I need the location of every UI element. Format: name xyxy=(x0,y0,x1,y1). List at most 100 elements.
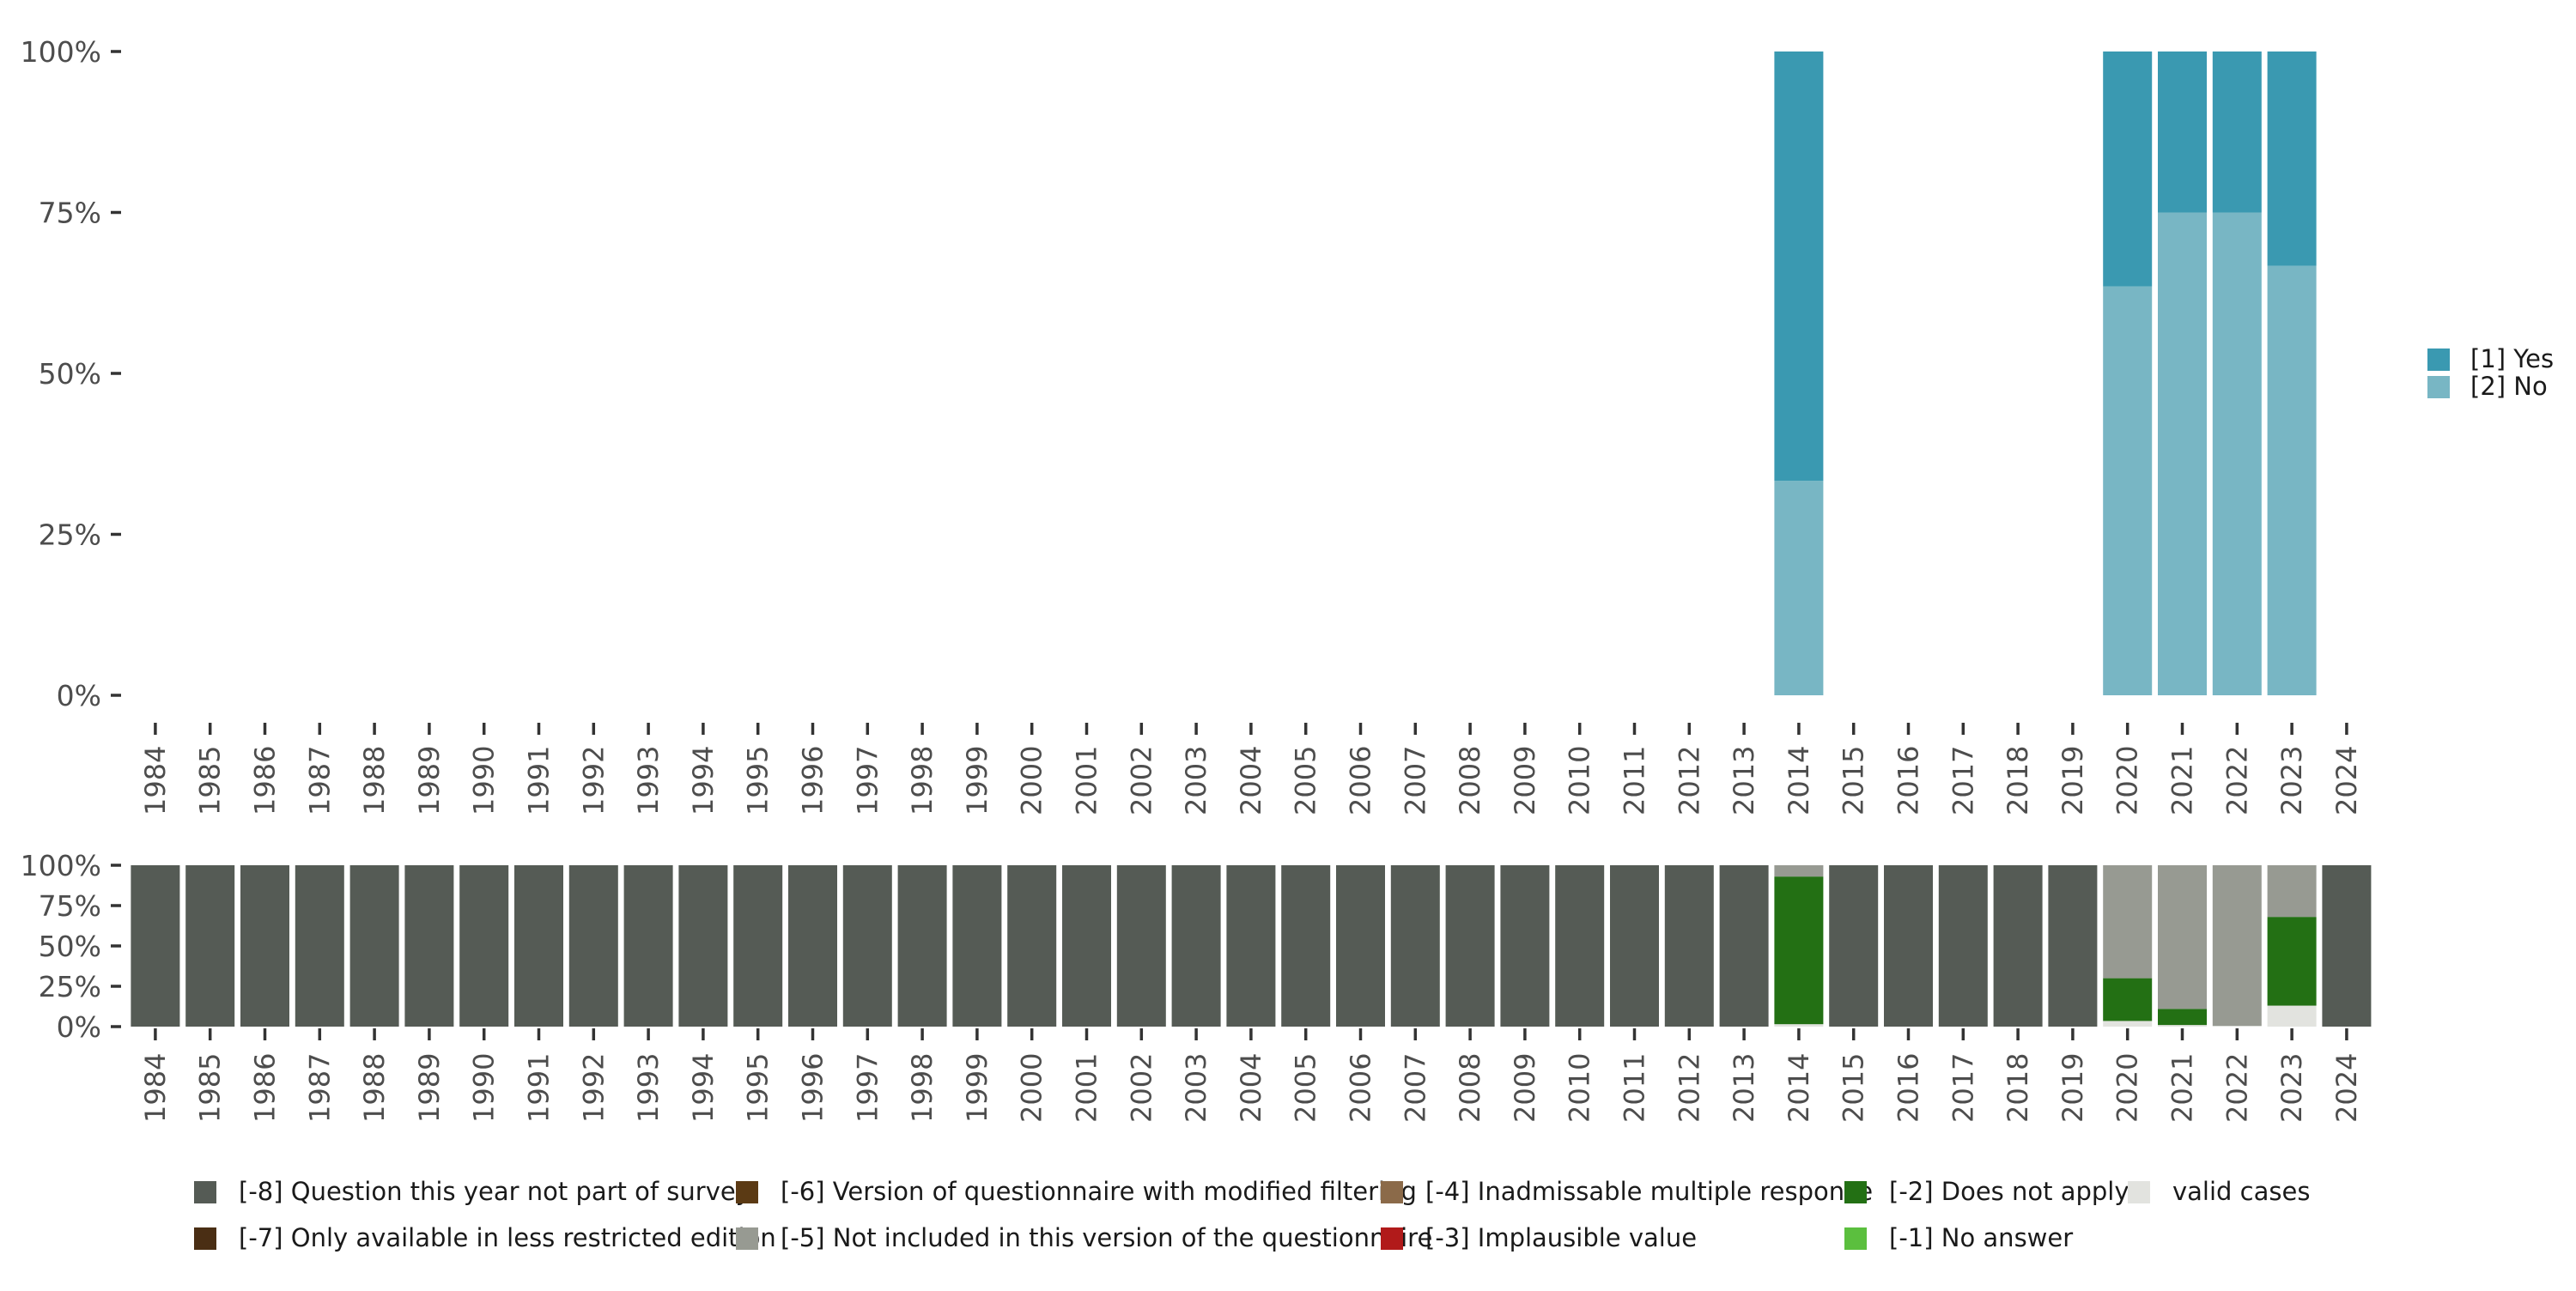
bar-top-2020-2-no xyxy=(2103,286,2153,695)
bar-bottom-2004-8-question-this-year-not-part-of-survey xyxy=(1226,865,1276,1027)
x-tick-label: 1992 xyxy=(577,1053,610,1123)
x-tick-label: 1989 xyxy=(413,746,446,815)
x-tick-label: 2005 xyxy=(1290,746,1322,815)
bar-bottom-1996-8-question-this-year-not-part-of-survey xyxy=(788,865,837,1027)
bar-top-2014-1-yes xyxy=(1774,52,1824,482)
x-tick-label: 2016 xyxy=(1893,1053,1925,1123)
bar-bottom-1998-8-question-this-year-not-part-of-survey xyxy=(897,865,947,1027)
bar-bottom-2021-2-does-not-apply xyxy=(2158,1009,2207,1026)
bar-bottom-2014-5-not-included-in-this-version-of-the-questionnaire xyxy=(1774,865,1824,877)
bar-bottom-2021-valid-cases xyxy=(2158,1025,2207,1027)
bar-bottom-2010-8-question-this-year-not-part-of-survey xyxy=(1555,865,1605,1027)
x-tick-label: 2012 xyxy=(1673,1053,1705,1123)
x-tick-label: 2015 xyxy=(1838,1053,1870,1123)
y-tick-label: 50% xyxy=(39,930,101,963)
bar-bottom-2001-8-question-this-year-not-part-of-survey xyxy=(1062,865,1111,1027)
x-tick-label: 2009 xyxy=(1509,1053,1541,1123)
bar-bottom-2020-2-does-not-apply xyxy=(2103,978,2153,1021)
bar-bottom-2003-8-question-this-year-not-part-of-survey xyxy=(1171,865,1221,1027)
legend-key-5-not-included-in-this-version-of-the-questionnaire xyxy=(736,1227,758,1250)
x-tick-label: 2022 xyxy=(2221,1053,2253,1123)
x-tick-label: 2021 xyxy=(2166,746,2199,815)
x-tick-label: 2018 xyxy=(2002,746,2034,815)
x-tick-label: 2022 xyxy=(2221,746,2253,815)
x-tick-label: 1989 xyxy=(413,1053,446,1123)
legend-label: [-7] Only available in less restricted e… xyxy=(239,1223,776,1252)
bar-bottom-2024-8-question-this-year-not-part-of-survey xyxy=(2322,865,2372,1027)
bar-bottom-2023-5-not-included-in-this-version-of-the-questionnaire xyxy=(2267,865,2317,918)
legend-key-2-does-not-apply xyxy=(1844,1181,1867,1203)
legend-key-1-no-answer xyxy=(1844,1227,1867,1250)
legend-label: valid cases xyxy=(2172,1177,2310,1206)
bar-top-2023-1-yes xyxy=(2267,52,2317,266)
x-tick-label: 2020 xyxy=(2111,1053,2144,1123)
x-tick-label: 2024 xyxy=(2330,746,2363,815)
x-tick-label: 2023 xyxy=(2275,1053,2308,1123)
bar-bottom-2016-8-question-this-year-not-part-of-survey xyxy=(1884,865,1933,1027)
x-tick-label: 1985 xyxy=(194,746,227,815)
bar-bottom-2000-8-question-this-year-not-part-of-survey xyxy=(1007,865,1057,1027)
x-tick-label: 2007 xyxy=(1399,746,1431,815)
legend-label: [-1] No answer xyxy=(1889,1223,2073,1252)
x-tick-label: 2002 xyxy=(1125,1053,1157,1123)
bar-top-2020-1-yes xyxy=(2103,52,2153,287)
bar-bottom-2015-8-question-this-year-not-part-of-survey xyxy=(1829,865,1879,1027)
bar-bottom-2021-5-not-included-in-this-version-of-the-questionnaire xyxy=(2158,865,2207,1009)
bar-bottom-1987-8-question-this-year-not-part-of-survey xyxy=(295,865,344,1027)
legend-key-3-implausible-value xyxy=(1381,1227,1403,1250)
legend-label: [-3] Implausible value xyxy=(1425,1223,1697,1252)
x-tick-label: 2014 xyxy=(1783,1053,1815,1123)
x-tick-label: 2000 xyxy=(1016,1053,1048,1123)
legend-label: [-4] Inadmissable multiple response xyxy=(1425,1177,1873,1206)
bar-bottom-2011-8-question-this-year-not-part-of-survey xyxy=(1610,865,1659,1027)
bar-bottom-2014-2-does-not-apply xyxy=(1774,876,1824,1025)
x-tick-label: 2002 xyxy=(1125,746,1157,815)
bar-bottom-2008-8-question-this-year-not-part-of-survey xyxy=(1445,865,1495,1027)
x-tick-label: 2013 xyxy=(1728,746,1760,815)
legend-key-valid-cases xyxy=(2128,1181,2150,1203)
bar-bottom-1992-8-question-this-year-not-part-of-survey xyxy=(568,865,618,1027)
y-tick-label: 0% xyxy=(57,1010,101,1044)
y-tick-label: 25% xyxy=(39,970,101,1003)
x-tick-label: 1991 xyxy=(523,1053,556,1123)
x-tick-label: 2001 xyxy=(1071,746,1103,815)
x-tick-label: 1984 xyxy=(139,746,172,815)
bar-bottom-2023-2-does-not-apply xyxy=(2267,917,2317,1006)
x-tick-label: 2008 xyxy=(1454,1053,1486,1123)
x-tick-label: 2006 xyxy=(1345,1053,1377,1123)
x-tick-label: 2014 xyxy=(1783,746,1815,815)
x-tick-label: 2006 xyxy=(1345,746,1377,815)
bottom-legend: [-8] Question this year not part of surv… xyxy=(194,1177,2310,1252)
y-tick-label: 100% xyxy=(21,35,101,69)
y-tick-label: 0% xyxy=(57,679,101,712)
x-tick-label: 1994 xyxy=(687,746,720,815)
bar-bottom-1997-8-question-this-year-not-part-of-survey xyxy=(842,865,892,1027)
legend-label: [-2] Does not apply xyxy=(1889,1177,2129,1206)
x-tick-label: 1984 xyxy=(139,1053,172,1123)
bar-top-2021-1-yes xyxy=(2158,52,2207,213)
top-panel: 0% 25% 50% 75% 100% 1984 1985 1986 1987 1988 1989 1… xyxy=(21,35,2363,815)
bar-top-2023-2-no xyxy=(2267,265,2317,695)
legend-key-6-version-of-questionnaire-with-modified-filtering xyxy=(736,1181,758,1203)
bar-bottom-1984-8-question-this-year-not-part-of-survey xyxy=(131,865,180,1027)
bar-bottom-2007-8-question-this-year-not-part-of-survey xyxy=(1390,865,1440,1027)
x-tick-label: 2000 xyxy=(1016,746,1048,815)
x-tick-label: 1987 xyxy=(303,746,336,815)
bar-bottom-2009-8-question-this-year-not-part-of-survey xyxy=(1500,865,1550,1027)
x-tick-label: 1998 xyxy=(906,1053,939,1123)
x-tick-label: 2023 xyxy=(2275,746,2308,815)
x-tick-label: 2003 xyxy=(1180,746,1212,815)
bar-bottom-2020-valid-cases xyxy=(2103,1021,2153,1027)
x-tick-label: 2010 xyxy=(1564,1053,1596,1123)
y-tick-label: 75% xyxy=(39,197,101,230)
x-tick-label: 2015 xyxy=(1838,746,1870,815)
y-tick-label: 75% xyxy=(39,889,101,923)
legend-key-1-yes xyxy=(2427,349,2450,371)
bar-bottom-2014-valid-cases xyxy=(1774,1024,1824,1027)
bar-bottom-1991-8-question-this-year-not-part-of-survey xyxy=(514,865,563,1027)
bar-bottom-1986-8-question-this-year-not-part-of-survey xyxy=(240,865,289,1027)
x-tick-label: 2011 xyxy=(1619,746,1651,815)
bar-bottom-2006-8-question-this-year-not-part-of-survey xyxy=(1336,865,1385,1027)
x-tick-label: 2017 xyxy=(1947,1053,1979,1123)
